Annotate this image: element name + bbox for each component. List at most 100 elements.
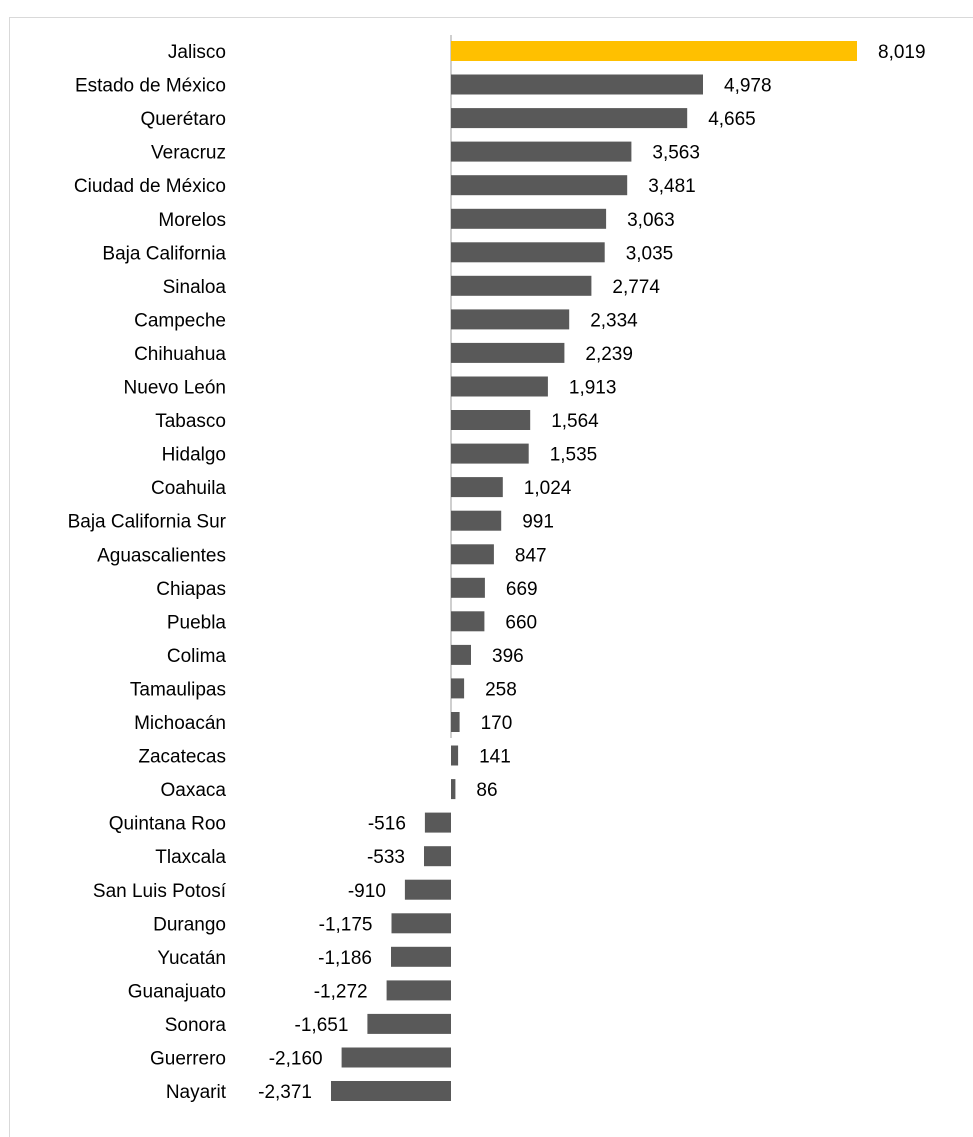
value-label: -516 — [368, 814, 406, 835]
category-label: Quintana Roo — [109, 814, 226, 835]
category-label: Estado de México — [75, 76, 226, 97]
value-label: 2,334 — [590, 310, 638, 331]
category-label: Jalisco — [168, 42, 226, 63]
value-label: 1,535 — [550, 445, 598, 466]
value-label: -910 — [348, 881, 386, 902]
value-label: -1,272 — [314, 981, 368, 1002]
value-label: 2,239 — [585, 344, 633, 365]
value-label: 1,913 — [569, 378, 617, 399]
bar-oaxaca — [451, 779, 455, 799]
bar-yucatan — [391, 947, 451, 967]
bar-guerrero — [342, 1048, 451, 1068]
bar-tabasco — [451, 410, 530, 430]
bar-coahuila — [451, 477, 503, 497]
value-label: 847 — [515, 545, 547, 566]
category-label: San Luis Potosí — [93, 881, 227, 902]
bar-morelos — [451, 209, 606, 229]
bar-chihuahua — [451, 343, 564, 363]
category-label: Sinaloa — [163, 277, 227, 298]
bar-tamaulipas — [451, 678, 464, 698]
value-label: 3,035 — [626, 243, 674, 264]
category-label: Yucatán — [157, 948, 226, 969]
value-label: 4,665 — [708, 109, 756, 130]
bar-ciudad-de-mexico — [451, 175, 627, 195]
category-label: Sonora — [165, 1015, 227, 1036]
bar-jalisco — [451, 41, 857, 61]
value-label: 3,063 — [627, 210, 675, 231]
bar-estado-de-mexico — [451, 75, 703, 95]
bar-sinaloa — [451, 276, 591, 296]
category-label: Michoacán — [134, 713, 226, 734]
category-label: Querétaro — [140, 109, 226, 130]
bar-baja-california — [451, 242, 605, 262]
category-label: Coahuila — [151, 478, 226, 499]
bar-durango — [392, 913, 452, 933]
category-label: Veracruz — [151, 143, 226, 164]
value-label: 86 — [476, 780, 497, 801]
bar-aguascalientes — [451, 544, 494, 564]
category-label: Oaxaca — [161, 780, 227, 801]
value-label: 396 — [492, 646, 524, 667]
value-label: 991 — [522, 512, 554, 533]
category-label: Baja California — [102, 243, 226, 264]
bar-guanajuato — [387, 980, 451, 1000]
category-label: Hidalgo — [162, 445, 226, 466]
category-label: Tabasco — [155, 411, 226, 432]
bar-baja-california-sur — [451, 511, 501, 531]
value-label: 141 — [479, 747, 511, 768]
bar-zacatecas — [451, 746, 458, 766]
value-label: -2,160 — [269, 1049, 323, 1070]
bar-hidalgo — [451, 444, 529, 464]
category-label: Guerrero — [150, 1049, 226, 1070]
bar-queretaro — [451, 108, 687, 128]
value-label: -1,651 — [295, 1015, 349, 1036]
category-label: Guanajuato — [128, 981, 226, 1002]
category-label: Aguascalientes — [97, 545, 226, 566]
value-labels-group: 8,019 4,978 4,665 3,563 3,481 3,063 3,035 2,774… — [258, 42, 925, 1103]
category-label: Chihuahua — [134, 344, 226, 365]
category-label: Colima — [167, 646, 227, 667]
category-label: Nayarit — [166, 1082, 227, 1103]
value-label: 1,024 — [524, 478, 572, 499]
bar-tlaxcala — [424, 846, 451, 866]
bar-nuevo-leon — [451, 377, 548, 397]
bar-san-luis-potosi — [405, 880, 451, 900]
bar-michoacan — [451, 712, 460, 732]
bar-colima — [451, 645, 471, 665]
category-label: Ciudad de México — [74, 176, 226, 197]
value-label: 660 — [505, 612, 537, 633]
category-label: Campeche — [134, 310, 226, 331]
bar-nayarit — [331, 1081, 451, 1101]
value-label: 170 — [481, 713, 513, 734]
bar-sonora — [367, 1014, 451, 1034]
value-label: 1,564 — [551, 411, 599, 432]
category-label: Puebla — [167, 612, 227, 633]
bar-campeche — [451, 309, 569, 329]
category-label: Morelos — [158, 210, 226, 231]
bar-chiapas — [451, 578, 485, 598]
value-label: -533 — [367, 847, 405, 868]
category-label: Zacatecas — [138, 747, 226, 768]
value-label: 3,481 — [648, 176, 696, 197]
category-label: Durango — [153, 914, 226, 935]
category-label: Chiapas — [156, 579, 226, 600]
category-labels-group: Jalisco Estado de México Querétaro Veracruz… — [68, 42, 227, 1103]
category-label: Baja California Sur — [68, 512, 227, 533]
value-label: -2,371 — [258, 1082, 312, 1103]
value-label: 4,978 — [724, 76, 772, 97]
value-label: 2,774 — [612, 277, 660, 298]
category-label: Tamaulipas — [130, 679, 226, 700]
bar-quintana-roo — [425, 813, 451, 833]
category-label: Tlaxcala — [155, 847, 226, 868]
bars-group — [331, 41, 857, 1101]
value-label: -1,175 — [319, 914, 373, 935]
value-label: 669 — [506, 579, 538, 600]
value-label: 8,019 — [878, 42, 926, 63]
bar-veracruz — [451, 142, 631, 162]
category-label: Nuevo León — [124, 378, 226, 399]
value-label: 3,563 — [652, 143, 700, 164]
value-label: 258 — [485, 679, 517, 700]
bar-puebla — [451, 611, 484, 631]
value-label: -1,186 — [318, 948, 372, 969]
